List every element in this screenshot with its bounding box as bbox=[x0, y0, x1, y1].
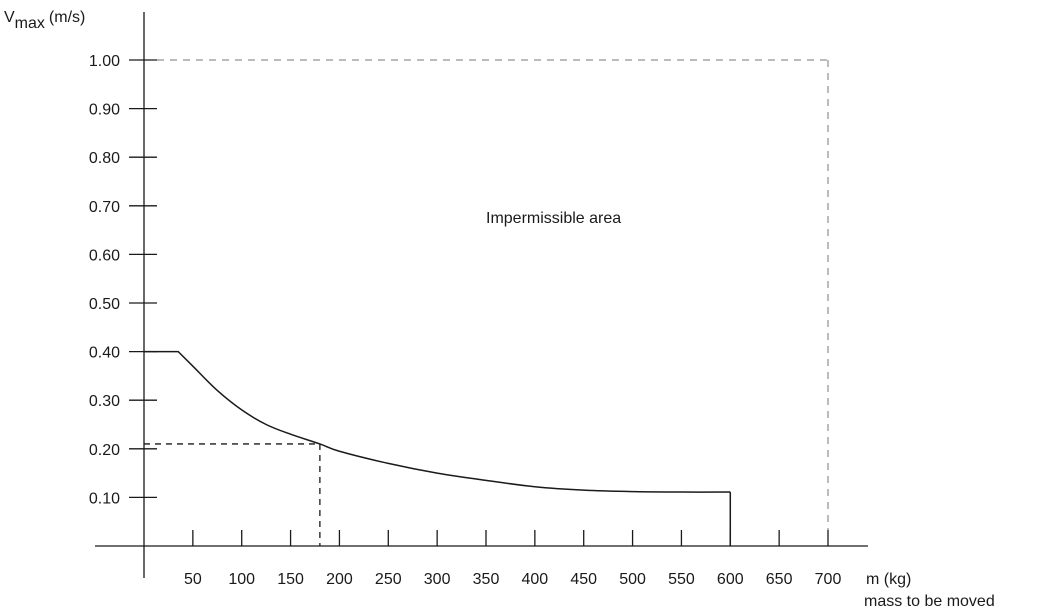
x-tick-label: 300 bbox=[424, 571, 451, 588]
y-axis-unit: (m/s) bbox=[49, 9, 85, 26]
y-tick-label: 0.10 bbox=[89, 490, 120, 507]
x-tick-label: 700 bbox=[815, 571, 842, 588]
y-tick-label: 0.20 bbox=[89, 442, 120, 459]
y-axis-label: V bbox=[4, 9, 15, 26]
x-tick-label: 200 bbox=[326, 571, 353, 588]
impermissible-area-label: Impermissible area bbox=[486, 210, 621, 227]
x-axis-sublabel: mass to be moved bbox=[864, 593, 995, 610]
y-ticks: 0.10 0.20 0.30 0.40 0.50 0.60 0.70 0.80 0.90 1.00 bbox=[89, 53, 157, 507]
x-tick-label: 400 bbox=[522, 571, 549, 588]
axes bbox=[95, 12, 868, 578]
x-tick-label: 600 bbox=[717, 571, 744, 588]
x-ticks: 50 100 150 200 250 300 350 400 450 500 550 600 650 70… bbox=[184, 530, 841, 588]
x-tick-label: 100 bbox=[228, 571, 255, 588]
y-tick-label: 1.00 bbox=[89, 53, 120, 70]
y-tick-label: 0.60 bbox=[89, 247, 120, 264]
x-tick-label: 500 bbox=[619, 571, 646, 588]
reference-lines bbox=[144, 443, 321, 546]
y-tick-label: 0.90 bbox=[89, 102, 120, 119]
vmax-curve bbox=[144, 350, 731, 493]
x-tick-label: 250 bbox=[375, 571, 402, 588]
y-axis-label-subscript: max bbox=[15, 15, 45, 32]
x-tick-label: 650 bbox=[766, 571, 793, 588]
x-axis-label: m (kg) bbox=[866, 571, 911, 588]
y-tick-label: 0.30 bbox=[89, 393, 120, 410]
x-tick-label: 350 bbox=[473, 571, 500, 588]
y-axis-title: Vmax (m/s) bbox=[4, 9, 85, 32]
x-tick-label: 150 bbox=[277, 571, 304, 588]
x-tick-label: 50 bbox=[184, 571, 202, 588]
series-curve bbox=[144, 350, 732, 546]
y-tick-label: 0.70 bbox=[89, 199, 120, 216]
y-tick-label: 0.40 bbox=[89, 345, 120, 362]
impermissible-boundary bbox=[157, 59, 829, 546]
y-tick-label: 0.80 bbox=[89, 150, 120, 167]
y-tick-label: 0.50 bbox=[89, 296, 120, 313]
x-tick-label: 450 bbox=[570, 571, 597, 588]
x-tick-label: 550 bbox=[668, 571, 695, 588]
